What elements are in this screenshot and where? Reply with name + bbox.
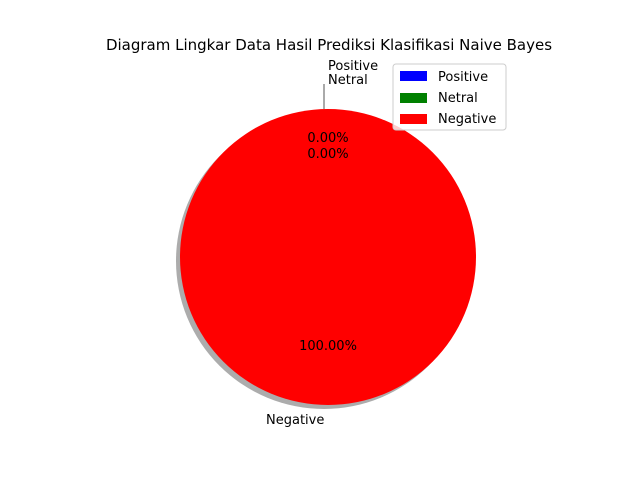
- legend-label-negative: Negative: [438, 112, 496, 127]
- slice-label-netral: Netral: [328, 73, 368, 88]
- legend-swatch-netral: [400, 93, 427, 103]
- slice-percent-netral: 0.00%: [307, 147, 348, 162]
- legend-label-positive: Positive: [438, 70, 488, 85]
- slice-label-negative: Negative: [266, 413, 324, 428]
- legend: Positive Netral Negative: [392, 63, 507, 131]
- pie-slice-negative: [180, 109, 476, 405]
- pie-slices: [180, 109, 476, 405]
- slice-label-positive: Positive: [328, 59, 378, 74]
- legend-swatch-positive: [400, 71, 427, 81]
- slice-percent-positive: 0.00%: [307, 131, 348, 146]
- slice-percent-negative: 100.00%: [299, 339, 357, 354]
- legend-label-netral: Netral: [438, 91, 478, 106]
- chart-title: Diagram Lingkar Data Hasil Prediksi Klas…: [106, 36, 552, 54]
- legend-swatch-negative: [400, 114, 427, 124]
